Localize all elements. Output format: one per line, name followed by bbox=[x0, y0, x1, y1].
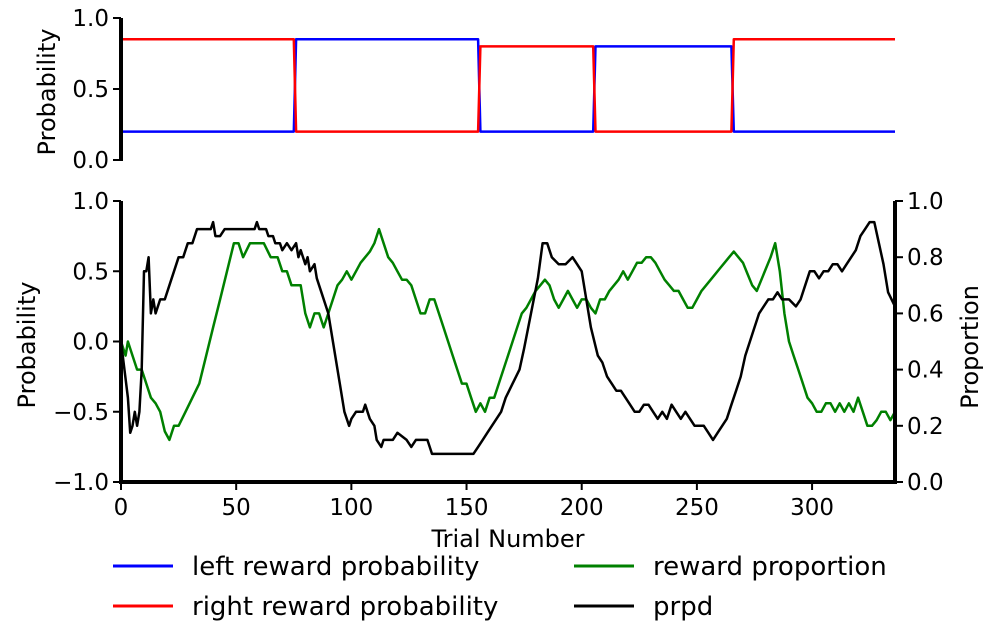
y-tick-label: −1.0 bbox=[53, 470, 109, 496]
series-line-reward-proportion bbox=[119, 227, 897, 442]
x-tick-label: 100 bbox=[329, 495, 373, 521]
x-tick-label: 250 bbox=[675, 495, 719, 521]
x-tick-label: 300 bbox=[790, 495, 834, 521]
series-line-left-reward-probability bbox=[121, 38, 895, 133]
y-tick-label: 0.5 bbox=[72, 259, 109, 285]
legend-entry-left-reward-probability: left reward probability bbox=[113, 552, 479, 582]
top-series-group bbox=[121, 38, 895, 133]
x-tick-label: 0 bbox=[114, 495, 129, 521]
y-tick-label: 0.5 bbox=[72, 77, 109, 103]
y-tick-label: −0.5 bbox=[53, 400, 109, 426]
bottom-x-ticks: 0 50 100 150 200 250 300 bbox=[114, 482, 834, 521]
y-tick-label: 1.0 bbox=[72, 6, 109, 32]
right-y-tick-label: 0.6 bbox=[907, 301, 944, 327]
bottom-left-y-ticks: −1.0 −0.5 0.0 0.5 1.0 bbox=[53, 189, 121, 496]
right-y-tick-label: 0.2 bbox=[907, 414, 944, 440]
legend: left reward probability right reward pro… bbox=[113, 552, 887, 622]
y-tick-label: 0.0 bbox=[72, 330, 109, 356]
y-tick-label: 0.0 bbox=[72, 148, 109, 174]
legend-entry-prpd: prpd bbox=[574, 592, 713, 622]
legend-label: right reward probability bbox=[192, 592, 498, 622]
bottom-series-group bbox=[119, 220, 897, 456]
legend-entry-reward-proportion: reward proportion bbox=[574, 552, 887, 582]
series-line-prpd bbox=[119, 220, 897, 456]
x-tick-label: 50 bbox=[222, 495, 251, 521]
right-y-tick-label: 0.8 bbox=[907, 245, 944, 271]
series-line-right-reward-probability bbox=[121, 38, 895, 133]
x-axis-title: Trial Number bbox=[430, 525, 584, 553]
legend-label: prpd bbox=[653, 592, 713, 622]
top-y-axis-title: Probability bbox=[33, 29, 61, 156]
bottom-right-y-ticks: 0.0 0.2 0.4 0.6 0.8 1.0 bbox=[895, 189, 944, 496]
right-y-tick-label: 0.0 bbox=[907, 470, 944, 496]
bottom-right-y-axis-title: Proportion bbox=[956, 285, 984, 409]
top-subplot: 0.0 0.5 1.0 Probability bbox=[33, 6, 895, 174]
right-y-tick-label: 0.4 bbox=[907, 358, 944, 384]
legend-label: left reward probability bbox=[192, 552, 479, 582]
bottom-y-axis-title: Probability bbox=[13, 282, 41, 409]
x-tick-label: 200 bbox=[560, 495, 604, 521]
y-tick-label: 1.0 bbox=[72, 189, 109, 215]
x-tick-label: 150 bbox=[445, 495, 489, 521]
top-y-ticks: 0.0 0.5 1.0 bbox=[72, 6, 121, 174]
bottom-subplot: 0 50 100 150 200 250 300 −1.0 −0.5 0.0 0.5 1.0 0.0… bbox=[13, 189, 984, 553]
legend-entry-right-reward-probability: right reward probability bbox=[113, 592, 498, 622]
legend-label: reward proportion bbox=[653, 552, 887, 582]
right-y-tick-label: 1.0 bbox=[907, 189, 944, 215]
